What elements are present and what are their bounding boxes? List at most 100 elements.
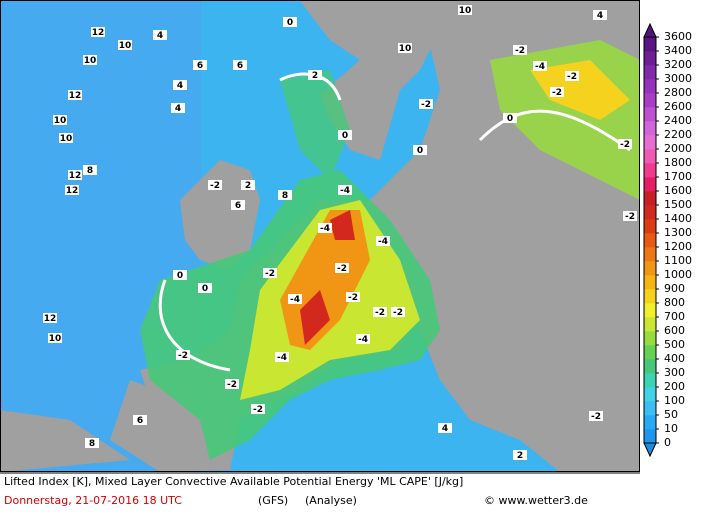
label-box bbox=[376, 236, 390, 246]
colorbar-bin bbox=[644, 345, 656, 360]
contour-label: 2 bbox=[245, 181, 251, 191]
label-box bbox=[153, 30, 167, 40]
colorbar-label: 3400 bbox=[664, 44, 692, 57]
colorbar-label: 1200 bbox=[664, 240, 692, 253]
label-box bbox=[48, 333, 62, 343]
contour-label: 2 bbox=[312, 71, 318, 81]
label-box bbox=[85, 438, 99, 448]
africa bbox=[0, 410, 130, 472]
label-box bbox=[193, 60, 207, 70]
label-box bbox=[346, 292, 360, 302]
contour-label: -4 bbox=[290, 295, 300, 305]
label-box bbox=[233, 60, 247, 70]
label-box bbox=[43, 313, 57, 323]
contour-label: 10 bbox=[84, 56, 97, 66]
contour-label: 0 bbox=[177, 271, 183, 281]
label-box bbox=[65, 185, 79, 195]
contour-label: -2 bbox=[620, 140, 630, 150]
label-box bbox=[83, 165, 97, 175]
contour-label: -2 bbox=[210, 181, 220, 191]
label-box bbox=[565, 71, 579, 81]
colorbar-bin bbox=[644, 247, 656, 262]
label-box bbox=[68, 170, 82, 180]
colorbar-frame bbox=[643, 36, 657, 444]
label-box bbox=[550, 87, 564, 97]
label-box bbox=[173, 270, 187, 280]
label-box bbox=[318, 223, 332, 233]
colorbar-bin bbox=[644, 163, 656, 178]
colorbar-bin bbox=[644, 401, 656, 416]
colorbar-bin bbox=[644, 51, 656, 66]
label-box bbox=[356, 334, 370, 344]
caption-credit: © www.wetter3.de bbox=[484, 494, 588, 507]
contour-label: 12 bbox=[69, 91, 82, 101]
colorbar-bin bbox=[644, 205, 656, 220]
map-frame bbox=[0, 0, 640, 472]
contour-label: -2 bbox=[348, 293, 358, 303]
contour-label: 2 bbox=[517, 451, 523, 461]
contour-label: -2 bbox=[515, 46, 525, 56]
colorbar-bin bbox=[644, 415, 656, 430]
contour-label: 4 bbox=[597, 11, 603, 21]
colorbar-bin bbox=[644, 359, 656, 374]
label-box bbox=[503, 113, 517, 123]
contour-label: 12 bbox=[92, 28, 105, 38]
contour-label: -2 bbox=[567, 72, 577, 82]
label-box bbox=[68, 90, 82, 100]
colorbar-bin bbox=[644, 149, 656, 164]
colorbar-label: 700 bbox=[664, 310, 685, 323]
contour-label: -4 bbox=[378, 237, 388, 247]
contour-label: 4 bbox=[157, 31, 163, 41]
contour-label: 8 bbox=[89, 439, 95, 449]
colorbar-bin bbox=[644, 317, 656, 332]
colorbar-label: 400 bbox=[664, 352, 685, 365]
colorbar-bin bbox=[644, 331, 656, 346]
label-box bbox=[618, 139, 632, 149]
label-box bbox=[59, 133, 73, 143]
contour-label: 4 bbox=[177, 81, 183, 91]
label-box bbox=[118, 40, 132, 50]
colorbar-label: 600 bbox=[664, 324, 685, 337]
colorbar-label: 2600 bbox=[664, 100, 692, 113]
label-box bbox=[419, 99, 433, 109]
colorbar-label: 1600 bbox=[664, 184, 692, 197]
map bbox=[0, 1, 640, 472]
label-box bbox=[398, 43, 412, 53]
label-box bbox=[198, 283, 212, 293]
colorbar-label: 800 bbox=[664, 296, 685, 309]
colorbar-label: 1800 bbox=[664, 156, 692, 169]
label-box bbox=[133, 415, 147, 425]
colorbar-label: 100 bbox=[664, 394, 685, 407]
contour-label: 0 bbox=[287, 18, 293, 28]
contour-label: -2 bbox=[227, 380, 237, 390]
contour-label: -2 bbox=[625, 212, 635, 222]
contour-label: -2 bbox=[552, 88, 562, 98]
colorbar-bin bbox=[644, 107, 656, 122]
colorbar-bin bbox=[644, 233, 656, 248]
caption-run: (Analyse) bbox=[305, 494, 357, 507]
label-box bbox=[241, 180, 255, 190]
label-box bbox=[231, 200, 245, 210]
cape-baltic bbox=[280, 70, 350, 180]
label-box bbox=[593, 10, 607, 20]
colorbar-label: 0 bbox=[664, 436, 671, 449]
contour-label: -4 bbox=[320, 224, 330, 234]
contour-label: -2 bbox=[265, 269, 275, 279]
contour-label: 10 bbox=[119, 41, 132, 51]
label-box bbox=[173, 80, 187, 90]
label-box bbox=[373, 307, 387, 317]
label-box bbox=[338, 130, 352, 140]
colorbar-bin bbox=[644, 191, 656, 206]
contour-label: 12 bbox=[66, 186, 79, 196]
caption-title: Lifted Index [K], Mixed Layer Convective… bbox=[4, 475, 463, 488]
label-box bbox=[208, 180, 222, 190]
contour-label: 6 bbox=[237, 61, 243, 71]
colorbar-bin bbox=[644, 65, 656, 80]
colorbar-bin bbox=[644, 373, 656, 388]
contour-label: 6 bbox=[235, 201, 241, 211]
label-box bbox=[263, 268, 277, 278]
colorbar-label: 2800 bbox=[664, 86, 692, 99]
colorbar-label: 1000 bbox=[664, 268, 692, 281]
